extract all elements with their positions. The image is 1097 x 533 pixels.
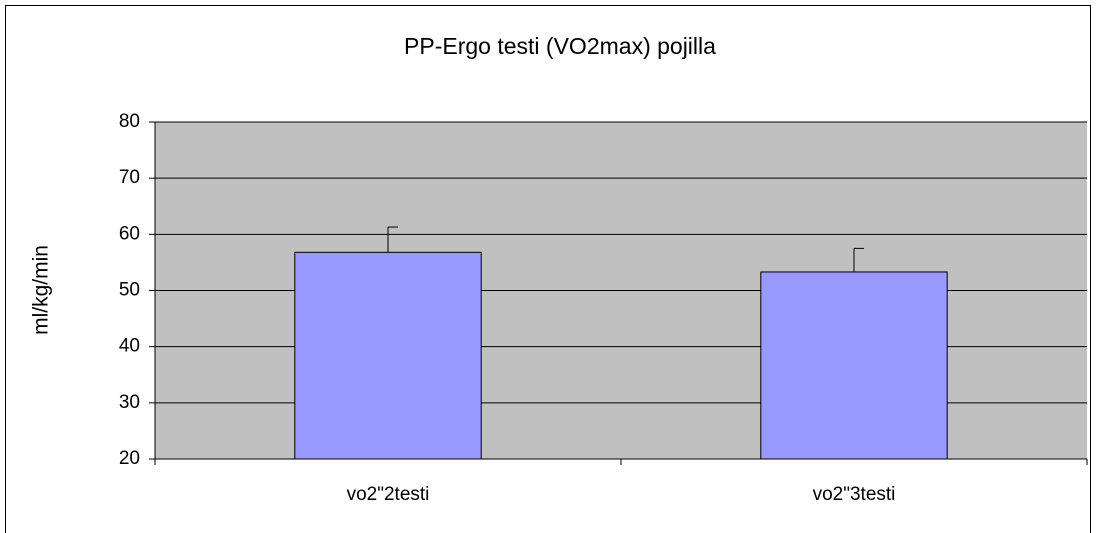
y-tick-label: 30 (119, 392, 140, 413)
bar (294, 251, 482, 460)
y-tick-label: 50 (119, 280, 140, 301)
y-axis-label: ml/kg/min (30, 245, 53, 335)
chart-title: PP-Ergo testi (VO2max) pojilla (404, 33, 716, 59)
y-tick-label: 60 (119, 223, 140, 244)
bar (760, 271, 948, 460)
y-tick-label: 20 (119, 448, 140, 469)
y-tick-label: 70 (119, 167, 140, 188)
x-tick-label: vo2"3testi (813, 484, 896, 505)
y-tick-label: 80 (119, 111, 140, 132)
x-tick-label: vo2"2testi (347, 484, 430, 505)
y-tick-label: 40 (119, 336, 140, 357)
